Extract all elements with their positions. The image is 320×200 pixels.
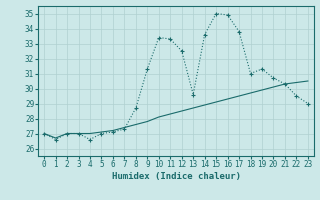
X-axis label: Humidex (Indice chaleur): Humidex (Indice chaleur) — [111, 172, 241, 181]
